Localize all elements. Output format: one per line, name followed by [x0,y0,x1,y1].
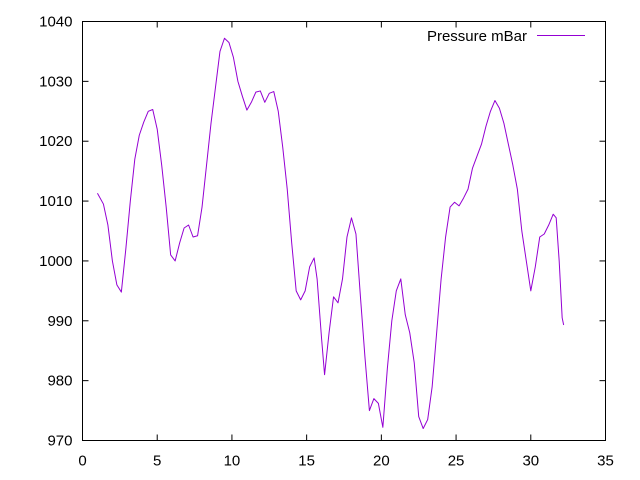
y-tick-label: 980 [47,373,72,390]
y-tick-label: 1000 [39,253,72,270]
y-tick-label: 1040 [39,14,72,31]
y-tick-label: 1020 [39,133,72,150]
y-axis: 970 980 990 1000 1010 1020 1030 1040 [39,14,606,450]
x-tick-label: 15 [298,453,315,470]
x-tick-label: 10 [224,453,241,470]
x-tick-label: 25 [448,453,465,470]
x-axis: 0 5 10 15 20 25 30 35 [78,21,614,470]
x-tick-label: 35 [597,453,614,470]
series-line-pressure [97,37,565,430]
y-tick-label: 990 [47,313,72,330]
legend-label-pressure: Pressure mBar [427,28,527,45]
plot-frame [82,21,606,441]
y-tick-label: 970 [47,433,72,450]
y-tick-label: 1010 [39,193,72,210]
series-layer [97,37,565,430]
x-tick-label: 5 [153,453,161,470]
legend: Pressure mBar [427,28,585,45]
x-tick-label: 20 [373,453,390,470]
x-tick-label: 0 [78,453,86,470]
y-tick-label: 1030 [39,73,72,90]
x-tick-label: 30 [522,453,539,470]
